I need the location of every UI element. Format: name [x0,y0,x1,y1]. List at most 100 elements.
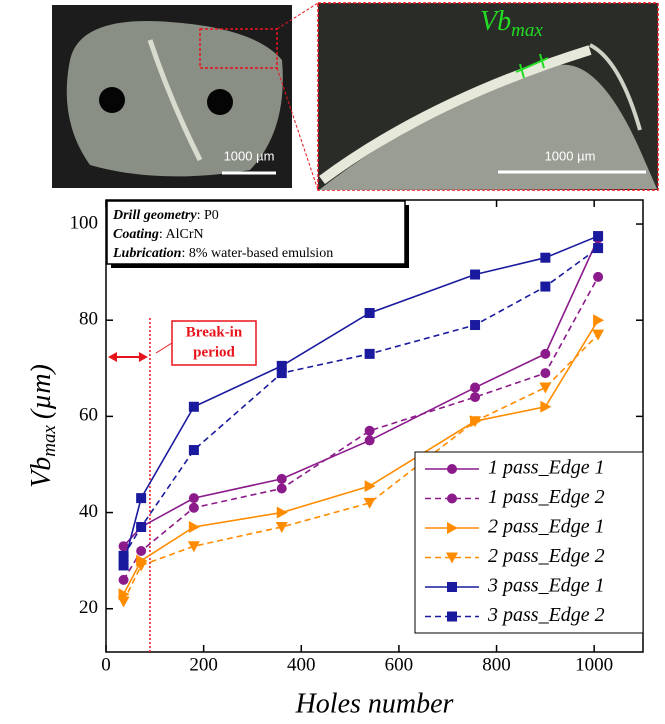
marker [276,473,287,484]
marker [364,308,375,318]
marker [470,382,481,393]
marker [276,360,287,371]
marker [276,483,287,494]
marker [364,348,375,359]
marker [447,493,457,504]
info-text: : 8% water-based emulsion [181,246,333,261]
cutting-edge [319,45,592,185]
marker [447,582,457,592]
coolant-hole [207,89,233,115]
marker [136,493,147,504]
scale-label: 1000 µm [545,148,596,163]
marker [470,320,481,331]
marker [593,243,604,254]
y-tick-label: 60 [79,405,98,426]
drill-face [66,21,283,177]
legend-label: 3 pass_Edge 1 [487,575,605,597]
marker [117,596,130,608]
marker [136,546,147,557]
marker [276,368,287,379]
plot-frame [105,199,644,653]
connector [276,2,319,30]
scale-label: 1000 µm [224,148,275,163]
marker [593,271,604,282]
drill-edge [147,39,203,162]
marker [540,348,551,359]
y-title-main: Vb [26,457,57,488]
series-line [122,276,599,581]
flank [319,64,657,190]
coolant-hole [99,87,125,113]
marker [364,480,376,493]
y-tick-label: 100 [70,212,99,233]
marker [593,231,604,242]
marker [187,541,200,553]
corner [589,43,642,131]
marker [135,560,148,572]
drill-photo: 1000 µm [52,5,292,188]
marker [446,552,458,564]
x-tick-label: 600 [385,654,414,675]
info-text: : AlCrN [159,227,204,242]
x-tick-label: 0 [101,654,111,675]
break-in-box [171,320,257,366]
vb-label: Vbmax [480,6,543,41]
marker [188,493,199,504]
marker [188,401,199,412]
break-in-label: Break-in [186,324,243,340]
y-tick-label: 20 [79,597,98,618]
marker [275,521,288,533]
series-line [122,319,599,595]
arrow-head [108,352,148,362]
legend-box [414,451,644,634]
marker [539,382,552,394]
connector [276,67,319,191]
marker [540,252,551,263]
marker [447,522,458,534]
marker [447,464,457,474]
marker [540,281,551,292]
info-key: Drill geometry [112,208,197,223]
vb-sub: max [511,20,543,41]
info-box [106,200,406,265]
marker [592,329,605,341]
marker [447,611,457,622]
marker [470,392,481,403]
info-line: Drill geometry: P0 [112,208,219,223]
marker [118,550,129,561]
info-text: : P0 [197,208,219,223]
x-tick-label: 400 [287,654,316,675]
vb-main: Vb [480,6,511,37]
y-tick-label: 80 [79,309,98,330]
marker [540,400,552,413]
break-in-label: period [193,344,235,360]
marker [118,541,129,552]
series-line [122,334,599,602]
marker [118,560,129,571]
x-tick-label: 1000 [575,654,613,675]
info-key: Coating [113,227,159,242]
x-axis-title: Holes number [295,688,454,719]
x-tick-label: 800 [482,654,511,675]
marker [364,425,375,436]
series-line [122,235,599,566]
x-tick-label: 200 [189,654,218,675]
marker [188,520,200,533]
info-key: Lubrication [112,246,182,261]
marker [540,368,551,379]
y-title-sub: max [39,425,60,457]
marker [188,502,199,513]
vb-marker [519,63,525,79]
marker [593,314,605,327]
y-tick-label: 40 [79,501,98,522]
marker [470,269,481,280]
plot: 0 200 400 600 800 1000 20 40 60 80 100 Holes number… [26,199,644,719]
break-in-pointer [155,342,173,354]
marker [276,506,288,519]
legend-label: 1 pass_Edge 1 [488,457,605,479]
info-line: Lubrication: 8% water-based emulsion [112,246,333,261]
info-line: Coating: AlCrN [113,227,204,242]
zoom-photo: Vbmax 1000 µm [317,2,659,191]
